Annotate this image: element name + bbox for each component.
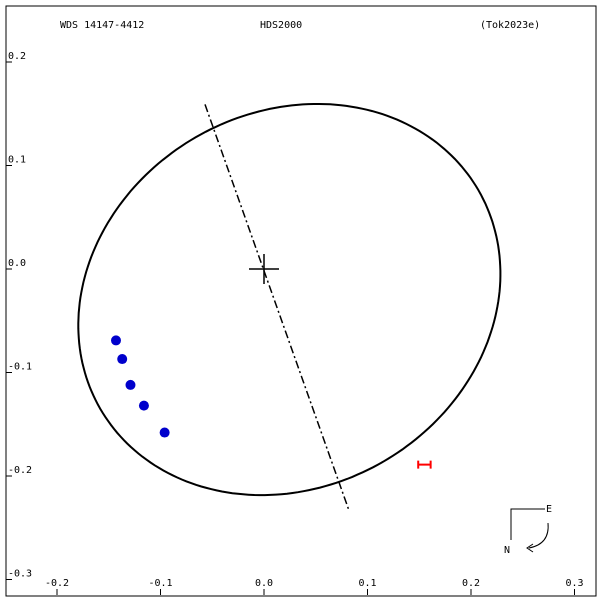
y-axis: 0.2 0.1 0.0 -0.1 -0.2 -0.3 (6, 51, 32, 580)
observation-point (110, 335, 121, 346)
reference-label: (Tok2023e) (480, 20, 540, 31)
observation-points (110, 335, 170, 438)
compass-north-label: N (504, 545, 510, 556)
observation-point (125, 379, 136, 390)
x-tick-label: 0.2 (462, 578, 480, 589)
x-tick-label: -0.2 (45, 578, 69, 589)
y-tick-label: 0.2 (8, 51, 26, 62)
x-tick-label: 0.1 (358, 578, 376, 589)
observation-point (117, 354, 128, 365)
primary-star-marker (249, 254, 279, 284)
wds-id-label: WDS 14147-4412 (60, 20, 144, 31)
x-tick-label: 0.0 (255, 578, 273, 589)
orbit-ellipse (77, 103, 502, 497)
line-of-nodes (204, 104, 350, 511)
y-tick-label: -0.2 (8, 465, 32, 476)
observation-point (138, 400, 149, 411)
y-tick-label: 0.0 (8, 258, 26, 269)
observation-point (159, 427, 170, 438)
plot-frame (5, 5, 597, 597)
y-tick-label: -0.3 (8, 569, 32, 580)
x-tick-label: 0.3 (565, 578, 583, 589)
y-tick-label: -0.1 (8, 362, 32, 373)
discoverer-label: HDS2000 (260, 20, 302, 31)
compass-indicator: E N (504, 504, 552, 556)
x-tick-label: -0.1 (148, 578, 172, 589)
compass-arrowhead-icon (526, 543, 534, 553)
x-axis: -0.2 -0.1 0.0 0.1 0.2 0.3 (45, 578, 584, 595)
compass-east-label: E (546, 504, 552, 515)
compass-arrow-arc (528, 522, 549, 549)
predicted-position-marker (417, 460, 432, 469)
y-tick-label: 0.1 (8, 155, 26, 166)
compass-axes (510, 508, 545, 540)
